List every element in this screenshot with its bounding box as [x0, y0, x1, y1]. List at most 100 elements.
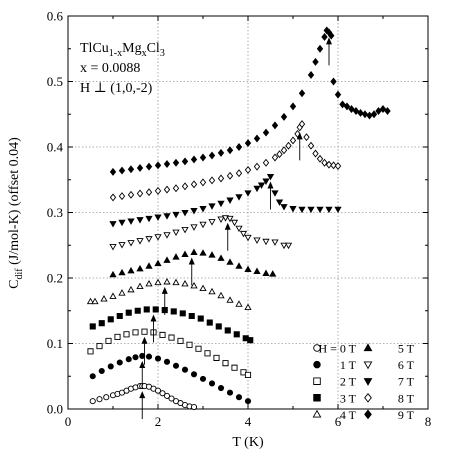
data-point [217, 200, 225, 208]
legend-item: 2 T [313, 375, 357, 389]
data-point [154, 278, 162, 286]
data-point [253, 267, 261, 274]
data-point [89, 373, 96, 380]
data-point [253, 185, 261, 193]
y-tick-label: 0.3 [47, 205, 63, 220]
data-point [325, 160, 333, 169]
data-point [204, 350, 211, 357]
y-tick-label: 0.5 [47, 74, 63, 89]
data-point [334, 206, 342, 214]
formula-part-3: x [142, 48, 147, 59]
data-point [334, 90, 342, 99]
data-point [269, 270, 277, 277]
data-point [199, 153, 207, 162]
formula-part-4: Cl [147, 41, 160, 56]
data-point [222, 360, 229, 367]
data-point [145, 279, 153, 287]
series-8 [109, 120, 342, 202]
legend-marker [313, 377, 321, 385]
legend-label: 8 T [398, 391, 415, 405]
data-point [221, 215, 230, 222]
data-point [136, 238, 144, 245]
peak-arrow-head [161, 286, 168, 294]
data-point [230, 219, 239, 227]
data-point [289, 102, 297, 111]
data-point [257, 182, 266, 189]
data-point [330, 161, 337, 170]
data-point [154, 214, 162, 221]
x-tick-label: 2 [155, 414, 162, 429]
data-point [244, 190, 252, 197]
data-point [217, 174, 225, 183]
data-point [244, 398, 252, 405]
legend-label: 9 T [398, 408, 415, 422]
data-point [235, 394, 243, 401]
formula-part-0: TlCu [80, 41, 109, 56]
data-point [384, 107, 391, 115]
data-point [271, 121, 279, 130]
data-point [118, 268, 126, 276]
data-point [370, 110, 378, 119]
data-point [262, 238, 270, 246]
data-point [172, 362, 180, 369]
data-point [199, 375, 207, 382]
data-point [136, 282, 144, 290]
data-point [217, 384, 225, 392]
sample-formula: TlCu1-xMgxCl3 [80, 41, 165, 59]
peak-arrow-head [296, 132, 303, 140]
series-2 [87, 328, 252, 378]
data-point [118, 166, 126, 175]
data-series [86, 26, 391, 411]
data-point [109, 270, 117, 278]
data-point [206, 319, 213, 326]
x-tick-label: 8 [425, 414, 432, 429]
data-point [190, 248, 198, 255]
data-point [208, 251, 216, 258]
legend-label: 6 T [398, 358, 415, 372]
data-point [244, 303, 252, 311]
data-point [172, 253, 180, 260]
data-point [224, 327, 231, 334]
data-point [235, 262, 243, 269]
data-point [98, 367, 105, 375]
legend-item: 9 T [364, 408, 415, 422]
data-point [244, 371, 252, 378]
y-tick-label: 0.1 [47, 336, 63, 351]
data-point [217, 254, 225, 261]
data-point [271, 239, 279, 246]
data-point [244, 139, 252, 148]
data-point [168, 395, 175, 402]
data-point [145, 215, 153, 223]
legend-item: 1 T [313, 358, 357, 372]
data-point [307, 70, 315, 79]
data-point [172, 278, 180, 286]
data-point [262, 178, 270, 185]
data-point [105, 337, 112, 344]
data-point [199, 178, 207, 187]
data-point [118, 289, 126, 296]
data-point [316, 154, 324, 163]
data-point [190, 180, 198, 189]
data-point [247, 337, 254, 344]
data-point [109, 292, 117, 299]
data-point [190, 403, 198, 411]
data-point [96, 396, 103, 403]
data-point [285, 141, 292, 150]
series-6 [109, 215, 293, 251]
legend-marker [313, 360, 321, 369]
data-point [136, 163, 144, 172]
data-point [330, 77, 337, 86]
data-point [177, 337, 184, 344]
data-point [217, 216, 225, 223]
data-point [114, 333, 121, 340]
peak-arrow-head [326, 37, 332, 45]
data-point [226, 215, 234, 223]
peak-arrow-head [267, 181, 274, 189]
y-tick-label: 0.6 [47, 9, 64, 24]
data-point [127, 165, 135, 174]
data-point [271, 190, 279, 197]
axis-ticks: 0 2 4 6 8 0.0 0.1 0.2 0.3 0.4 0.5 0.6 [47, 9, 432, 430]
data-point [134, 307, 141, 314]
legend-item: 8 T [364, 391, 415, 405]
data-point [199, 221, 207, 229]
